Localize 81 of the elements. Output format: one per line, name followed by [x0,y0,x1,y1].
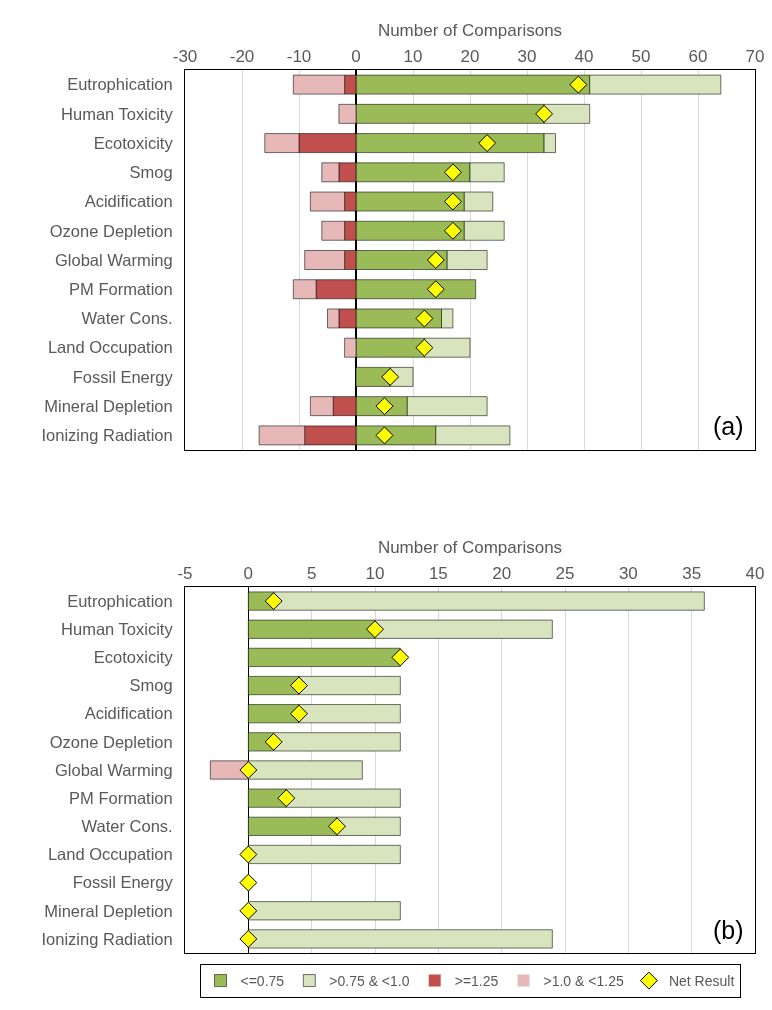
point [391,648,410,667]
y-tick-label: Ecotoxicity [93,133,174,152]
point [569,75,588,94]
y-tick-label: PM Formation [69,280,173,299]
x-tick-label: 20 [460,47,480,67]
y-tick-label: Ionizing Radiation [41,929,173,948]
point [415,309,434,328]
annotation: (a) [713,412,744,440]
x-tick-label: -30 [172,47,198,67]
x-tick-label: -20 [229,47,255,67]
y-tick-label: Water Cons. [81,817,173,836]
y-tick-label: Fossil Energy [72,873,174,892]
y-tick-label: Eutrophication [67,591,173,610]
y-tick-label: Human Toxicity [61,620,174,639]
point [328,817,346,836]
y-tick-label: Acidification [84,704,173,723]
point [239,873,258,892]
x-tick-label: -10 [286,47,312,67]
point [290,676,308,695]
x-tick-label: 40 [745,564,765,584]
x-tick-label: 30 [517,47,537,67]
legend-label: >0.75 & <1.0 [329,973,410,990]
y-tick-label: Ionizing Radiation [41,426,173,445]
x-tick-label: -5 [177,564,193,584]
y-tick-label: Smog [129,163,173,182]
x-tick-label: 35 [682,564,702,584]
y-tick-label: PM Formation [69,788,173,807]
y-tick-label: Human Toxicity [61,104,174,123]
point [290,704,308,723]
x-tick-label: 30 [618,564,638,584]
x-tick-label: 15 [428,564,448,584]
x-tick-label: 0 [243,564,254,584]
y-tick-label: Land Occupation [47,338,173,357]
point [381,367,400,386]
y-tick-label: Eutrophication [67,75,173,94]
point [443,192,462,211]
x-axis-title: Number of Comparisons [377,537,563,557]
x-tick-label: 0 [351,47,361,67]
legend-label: <=0.75 [240,973,285,990]
x-tick-label: 40 [574,47,594,67]
x-tick-label: 10 [403,47,423,67]
x-tick-label: 20 [492,564,512,584]
point [478,134,497,153]
y-tick-label: Mineral Depletion [44,396,173,415]
x-tick-label: 60 [688,47,708,67]
y-tick-label: Mineral Depletion [44,901,173,920]
x-tick-label: 5 [306,564,317,584]
point [443,221,462,240]
x-tick-label: 50 [631,47,651,67]
x-tick-label: 25 [555,564,575,584]
point [264,732,283,751]
y-tick-label: Ozone Depletion [49,732,173,751]
point [375,426,394,445]
point [443,163,462,182]
x-tick-label: 70 [745,47,765,67]
point [239,845,258,864]
x-axis-title: Number of Comparisons [377,20,563,40]
annotation: (b) [713,916,744,944]
y-tick-label: Global Warming [55,760,173,779]
point [264,592,283,611]
legend-label: >=1.25 [454,973,499,990]
legend-label: >1.0 & <1.25 [543,973,624,990]
legend-label: Net Result [668,973,735,990]
y-tick-label: Fossil Energy [72,367,174,386]
point [277,789,296,808]
y-tick-label: Land Occupation [47,845,173,864]
y-tick-label: Water Cons. [81,309,173,328]
y-tick-label: Smog [129,676,173,695]
point [535,104,554,123]
y-tick-label: Global Warming [55,250,173,269]
point [366,620,384,639]
y-tick-label: Ecotoxicity [93,648,174,667]
point [239,761,258,779]
point [239,929,258,948]
point [426,280,445,299]
x-tick-label: 10 [365,564,385,584]
point [426,251,445,269]
point [415,338,434,357]
y-tick-label: Acidification [84,192,173,211]
point [239,901,258,920]
y-tick-label: Ozone Depletion [49,221,173,240]
